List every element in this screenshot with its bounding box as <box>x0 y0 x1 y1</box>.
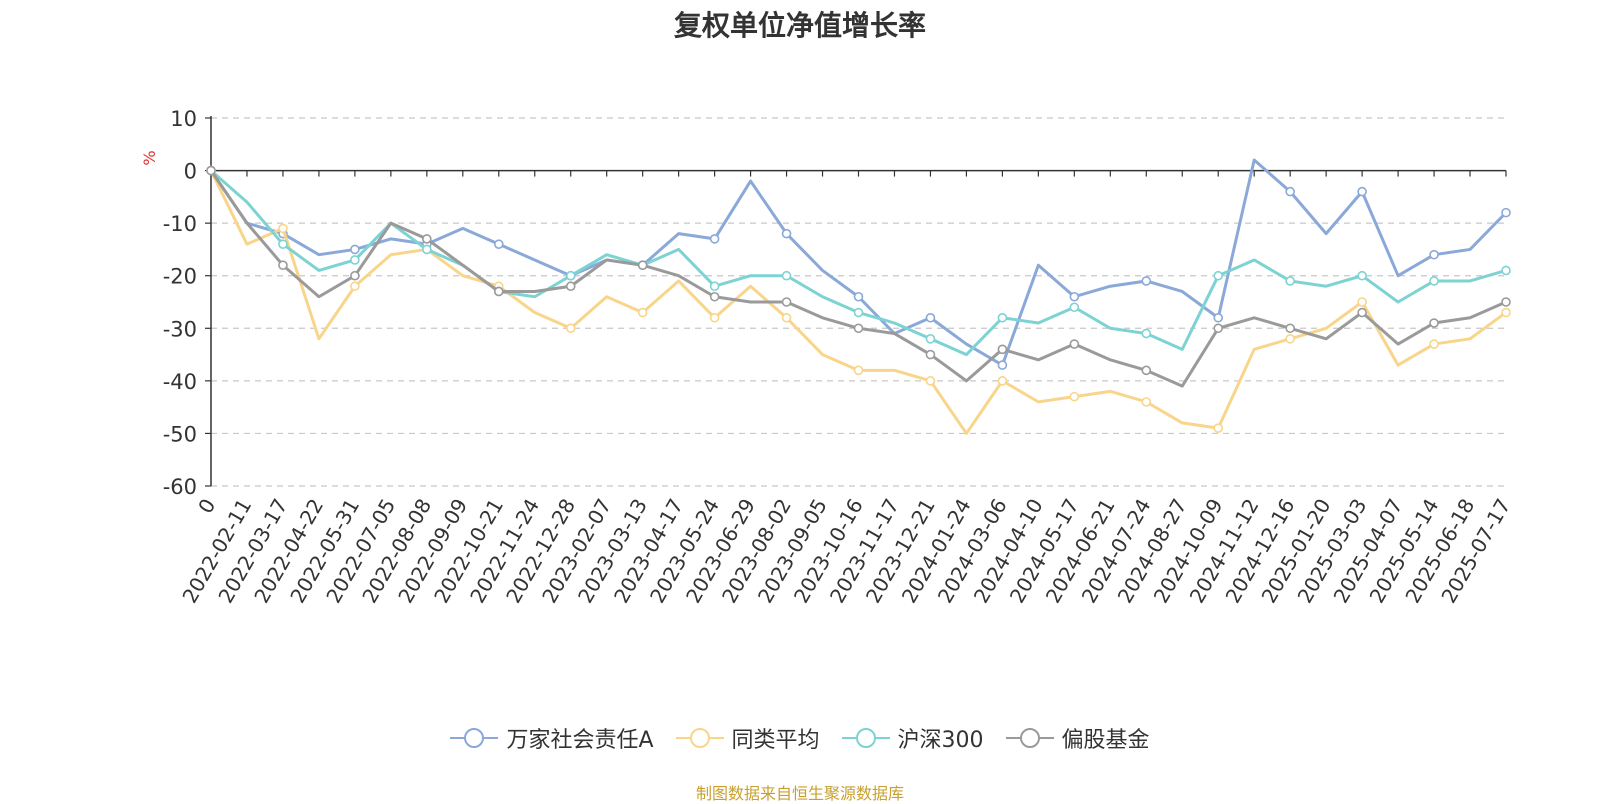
legend-label: 偏股基金 <box>1061 728 1150 753</box>
data-point <box>1141 365 1152 376</box>
y-tick-label: 0 <box>184 160 197 184</box>
y-tick-label: -60 <box>163 475 197 499</box>
data-point <box>565 270 576 281</box>
y-axis-unit: % <box>140 150 159 165</box>
data-point <box>350 270 360 281</box>
data-point <box>1357 307 1367 318</box>
data-point <box>1357 270 1367 281</box>
data-point <box>1501 207 1511 218</box>
data-point <box>1213 270 1224 281</box>
legend-label: 同类平均 <box>731 728 820 753</box>
data-point <box>278 223 288 234</box>
legend-marker-icon <box>1005 728 1054 748</box>
data-point <box>1429 318 1439 328</box>
data-point <box>925 333 936 344</box>
data-point <box>709 312 720 323</box>
data-point <box>997 344 1008 355</box>
data-point <box>493 239 504 249</box>
data-point <box>853 323 864 334</box>
chart-legend: 万家社会责任A 同类平均 沪深300 偏股基金 <box>0 722 1600 754</box>
legend-item[interactable]: 同类平均 <box>675 722 820 754</box>
data-point <box>565 281 576 292</box>
data-point <box>997 312 1008 323</box>
data-point <box>709 281 720 292</box>
data-point <box>637 307 648 318</box>
legend-item[interactable]: 偏股基金 <box>1005 722 1150 754</box>
data-point <box>853 365 864 376</box>
y-tick-label: -50 <box>163 422 197 446</box>
data-point <box>709 234 720 244</box>
y-tick-label: 10 <box>170 107 197 131</box>
data-point <box>853 307 864 318</box>
data-point <box>1069 302 1080 313</box>
data-point <box>1357 297 1367 307</box>
data-point <box>350 255 360 265</box>
data-point <box>1213 423 1224 433</box>
data-source-note: 制图数据来自恒生聚源数据库 <box>695 784 904 803</box>
legend-marker-icon <box>841 728 890 748</box>
data-point <box>1501 297 1511 307</box>
data-point <box>997 376 1008 386</box>
data-point <box>1069 391 1080 402</box>
data-point <box>1285 186 1295 197</box>
y-tick-label: -40 <box>163 370 197 394</box>
chart-title: 复权单位净值增长率 <box>673 9 926 42</box>
data-point <box>1285 276 1295 286</box>
y-tick-label: -30 <box>163 317 197 341</box>
data-point <box>709 291 720 302</box>
legend-marker-icon <box>450 728 499 748</box>
data-point <box>278 239 288 249</box>
data-point <box>781 270 792 281</box>
data-point <box>1141 276 1152 286</box>
x-tick-label: 0 <box>193 495 220 518</box>
data-point <box>1357 186 1367 197</box>
data-point <box>1285 323 1295 334</box>
data-point <box>1429 249 1439 260</box>
data-point <box>1213 323 1224 334</box>
data-point <box>1069 339 1080 349</box>
data-point <box>925 349 936 360</box>
series-line <box>209 169 1507 435</box>
data-point <box>781 312 792 323</box>
data-point <box>565 323 576 334</box>
data-point <box>637 260 648 271</box>
data-point <box>1501 265 1511 276</box>
data-point <box>925 376 936 386</box>
data-point <box>422 244 432 255</box>
legend-item[interactable]: 沪深300 <box>841 722 984 754</box>
y-tick-label: -10 <box>163 212 197 236</box>
legend-marker-icon <box>675 728 724 748</box>
legend-label: 万家社会责任A <box>506 728 654 753</box>
data-point <box>1501 307 1511 318</box>
data-point <box>1069 291 1080 302</box>
data-point <box>1213 312 1224 323</box>
data-point <box>781 228 792 239</box>
data-point <box>422 234 432 244</box>
data-point <box>493 286 504 297</box>
data-point <box>1429 339 1439 349</box>
data-point <box>1429 276 1439 286</box>
data-point <box>350 244 360 255</box>
legend-label: 沪深300 <box>897 728 984 753</box>
data-point <box>1285 333 1295 344</box>
data-point <box>278 260 288 271</box>
data-point <box>1141 328 1152 339</box>
legend-item[interactable]: 万家社会责任A <box>450 722 654 754</box>
data-point <box>997 360 1008 370</box>
data-point <box>925 312 936 323</box>
data-point <box>853 291 864 302</box>
data-point <box>1141 397 1152 407</box>
data-point <box>206 165 216 176</box>
y-tick-label: -20 <box>163 265 197 289</box>
series-line <box>209 169 1507 388</box>
data-point <box>350 281 360 292</box>
data-point <box>781 297 792 307</box>
